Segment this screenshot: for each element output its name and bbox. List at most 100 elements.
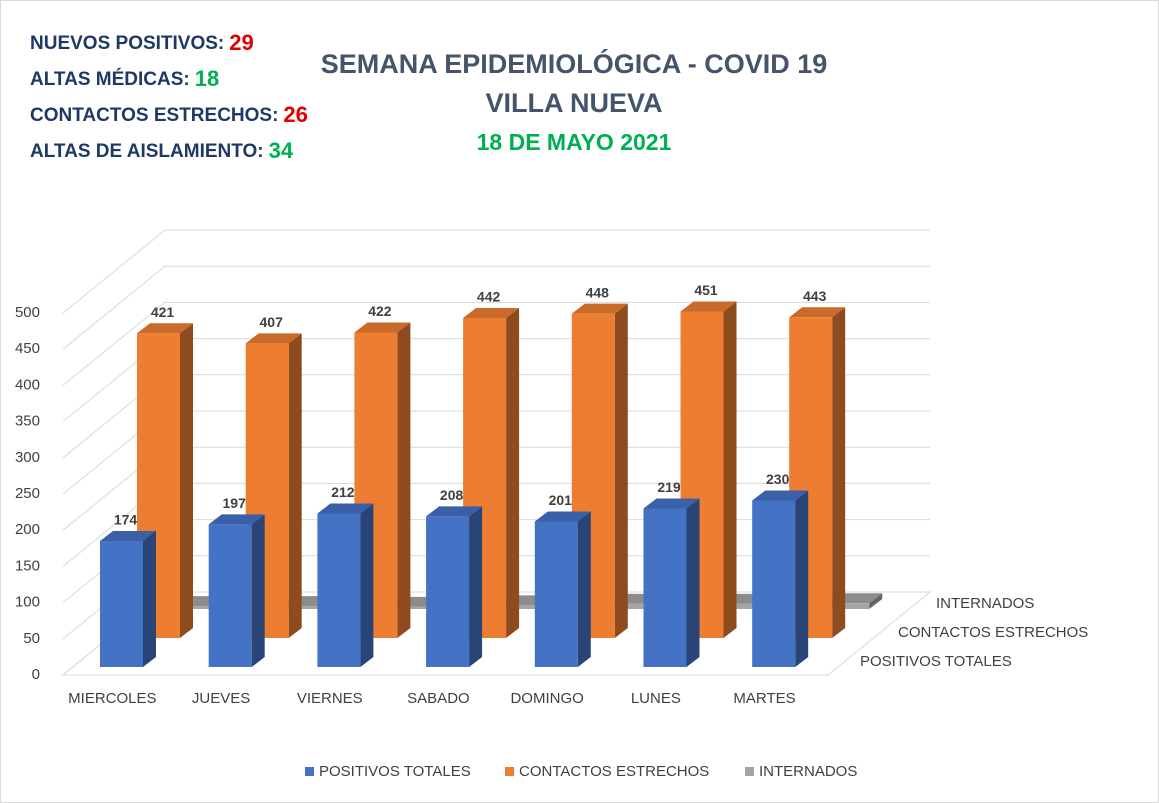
bar bbox=[500, 605, 544, 609]
bar bbox=[391, 606, 435, 609]
stat-label: NUEVOS POSITIVOS: bbox=[30, 33, 224, 54]
bar-top bbox=[100, 531, 156, 542]
bar-top bbox=[643, 498, 700, 509]
x-tick-label: VIERNES bbox=[297, 690, 363, 707]
bar-side bbox=[397, 322, 411, 638]
value-label: 212 bbox=[331, 484, 355, 500]
legend-swatch bbox=[505, 767, 514, 776]
bar-side bbox=[832, 307, 846, 638]
y-tick-label: 300 bbox=[15, 449, 40, 466]
y-tick-label: 500 bbox=[15, 304, 40, 321]
value-label: 442 bbox=[477, 289, 501, 305]
bar-top bbox=[789, 307, 846, 318]
stat-label: ALTAS DE AISLAMIENTO: bbox=[30, 141, 264, 162]
bar-top bbox=[137, 323, 193, 334]
chart-title: SEMANA EPIDEMIOLÓGICA - COVID 19 bbox=[321, 48, 828, 79]
y-tick-label: 50 bbox=[23, 630, 40, 647]
value-label: 230 bbox=[766, 471, 790, 487]
stat: NUEVOS POSITIVOS: 29 bbox=[30, 30, 254, 55]
bar bbox=[608, 603, 652, 609]
bar-side bbox=[869, 593, 883, 609]
bar bbox=[643, 508, 687, 667]
y-tick-label: 100 bbox=[15, 594, 40, 611]
x-tick-label: MARTES bbox=[733, 690, 795, 707]
bar-top bbox=[534, 511, 591, 522]
x-tick-label: SABADO bbox=[407, 690, 470, 707]
value-label: 208 bbox=[440, 487, 464, 503]
chart-date: 18 DE MAYO 2021 bbox=[477, 129, 672, 155]
x-tick-label: JUEVES bbox=[192, 690, 250, 707]
legend-swatch bbox=[305, 767, 314, 776]
bar bbox=[317, 513, 361, 667]
value-label: 219 bbox=[657, 479, 681, 495]
bar bbox=[752, 500, 796, 667]
bar bbox=[100, 541, 143, 667]
bar-top bbox=[208, 514, 265, 525]
y-tick-label: 400 bbox=[15, 376, 40, 393]
stat: ALTAS MÉDICAS: 18 bbox=[30, 66, 219, 91]
legend-label: INTERNADOS bbox=[759, 763, 857, 780]
bar-side bbox=[288, 333, 302, 638]
stat: ALTAS DE AISLAMIENTO: 34 bbox=[30, 138, 294, 163]
y-tick-label: 200 bbox=[15, 521, 40, 538]
chart-subtitle: VILLA NUEVA bbox=[485, 88, 662, 118]
bar-top bbox=[571, 303, 628, 314]
stat-value: 29 bbox=[229, 30, 253, 55]
bar-top bbox=[752, 490, 809, 501]
bar bbox=[717, 603, 761, 609]
bar-side bbox=[251, 514, 265, 667]
depth-label: POSITIVOS TOTALES bbox=[860, 653, 1012, 670]
bar bbox=[534, 521, 578, 667]
y-tick-label: 350 bbox=[15, 413, 40, 430]
value-label: 174 bbox=[114, 512, 138, 528]
bar bbox=[282, 606, 326, 609]
y-tick-label: 150 bbox=[15, 557, 40, 574]
y-tick-label: 450 bbox=[15, 340, 40, 357]
bar bbox=[174, 606, 217, 609]
bar-top bbox=[317, 503, 374, 514]
bar-top bbox=[463, 307, 520, 318]
bar bbox=[826, 603, 870, 609]
bar-side bbox=[506, 307, 520, 638]
bar bbox=[426, 516, 470, 667]
x-tick-label: MIERCOLES bbox=[68, 690, 156, 707]
bar-side bbox=[469, 506, 483, 667]
stat: CONTACTOS ESTRECHOS: 26 bbox=[30, 102, 308, 127]
bar-top bbox=[426, 506, 483, 517]
bar-side bbox=[180, 323, 193, 638]
bar-top bbox=[680, 301, 737, 312]
value-label: 421 bbox=[151, 304, 175, 320]
bar-side bbox=[577, 511, 591, 667]
bar-side bbox=[795, 490, 809, 667]
grid-line bbox=[62, 229, 930, 314]
value-label: 201 bbox=[549, 492, 573, 508]
stat-value: 26 bbox=[283, 102, 307, 127]
stat-value: 18 bbox=[195, 66, 219, 91]
bar-side bbox=[143, 531, 156, 667]
value-label: 407 bbox=[260, 314, 284, 330]
bar-top bbox=[354, 322, 411, 333]
grid-line bbox=[62, 301, 930, 386]
stat-label: ALTAS MÉDICAS: bbox=[30, 68, 190, 90]
depth-label: INTERNADOS bbox=[936, 595, 1034, 612]
y-tick-label: 0 bbox=[32, 666, 40, 683]
x-tick-label: DOMINGO bbox=[510, 690, 583, 707]
bar-top bbox=[245, 333, 302, 344]
legend-label: POSITIVOS TOTALES bbox=[319, 763, 471, 780]
bar-side bbox=[360, 503, 374, 667]
stat-value: 34 bbox=[269, 138, 294, 163]
y-tick-label: 250 bbox=[15, 485, 40, 502]
bar-side bbox=[614, 303, 628, 638]
bar-side bbox=[723, 301, 737, 638]
value-label: 448 bbox=[586, 284, 610, 300]
value-label: 422 bbox=[368, 303, 392, 319]
legend-label: CONTACTOS ESTRECHOS bbox=[519, 763, 709, 780]
depth-label: CONTACTOS ESTRECHOS bbox=[898, 624, 1088, 641]
bar bbox=[208, 524, 252, 667]
bar-side bbox=[686, 498, 700, 667]
legend-swatch bbox=[745, 767, 754, 776]
stat-label: CONTACTOS ESTRECHOS: bbox=[30, 105, 278, 126]
value-label: 197 bbox=[223, 495, 247, 511]
grid-line bbox=[62, 265, 930, 350]
